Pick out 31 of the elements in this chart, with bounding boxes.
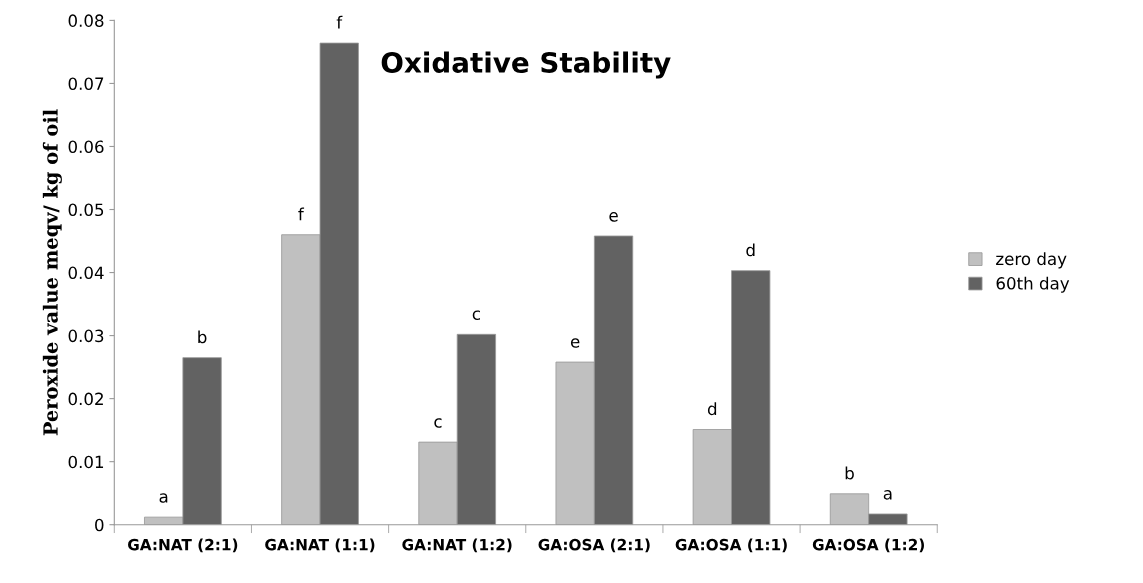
y-tick-label: 0.08: [68, 14, 104, 27]
annotation: c: [434, 418, 442, 428]
annotation: c: [472, 310, 480, 320]
x-tick-label: GA:OSA (1:1): [675, 538, 787, 553]
annotation: d: [707, 402, 717, 416]
y-tick-label: 0.07: [68, 77, 104, 91]
y-tick-label: 0.01: [68, 455, 104, 469]
annotation: e: [570, 338, 580, 348]
annotation: d: [746, 243, 755, 257]
x-tick-label: GA:NAT (2:1): [128, 538, 238, 553]
y-tick-label: 0: [95, 518, 104, 532]
annotation: b: [198, 330, 207, 344]
y-tick-label: 0.02: [68, 392, 103, 406]
annotation: a: [159, 493, 168, 503]
x-tick-label: GA:NAT (1:2): [402, 538, 512, 553]
y-axis-title: Peroxide value meqv/ kg of oil: [42, 109, 62, 436]
annotation: b: [845, 466, 854, 480]
annotation: a: [883, 490, 892, 500]
legend-label: zero day: [996, 252, 1067, 269]
y-tick-label: 0.05: [68, 203, 104, 217]
legend-label: 60th day: [996, 276, 1070, 293]
y-tick-label: 0.06: [68, 140, 104, 154]
y-tick-label: 0.03: [68, 329, 104, 343]
x-tick-label: GA:OSA (2:1): [538, 538, 650, 553]
annotation: f: [298, 207, 305, 221]
x-tick-label: GA:NAT (1:1): [265, 538, 375, 553]
annotation: f: [336, 15, 343, 29]
x-tick-label: GA:OSA (1:2): [812, 538, 924, 553]
annotation: e: [609, 212, 618, 222]
y-tick-label: 0.04: [68, 266, 104, 280]
text: Oxidative Stability: [381, 51, 671, 79]
